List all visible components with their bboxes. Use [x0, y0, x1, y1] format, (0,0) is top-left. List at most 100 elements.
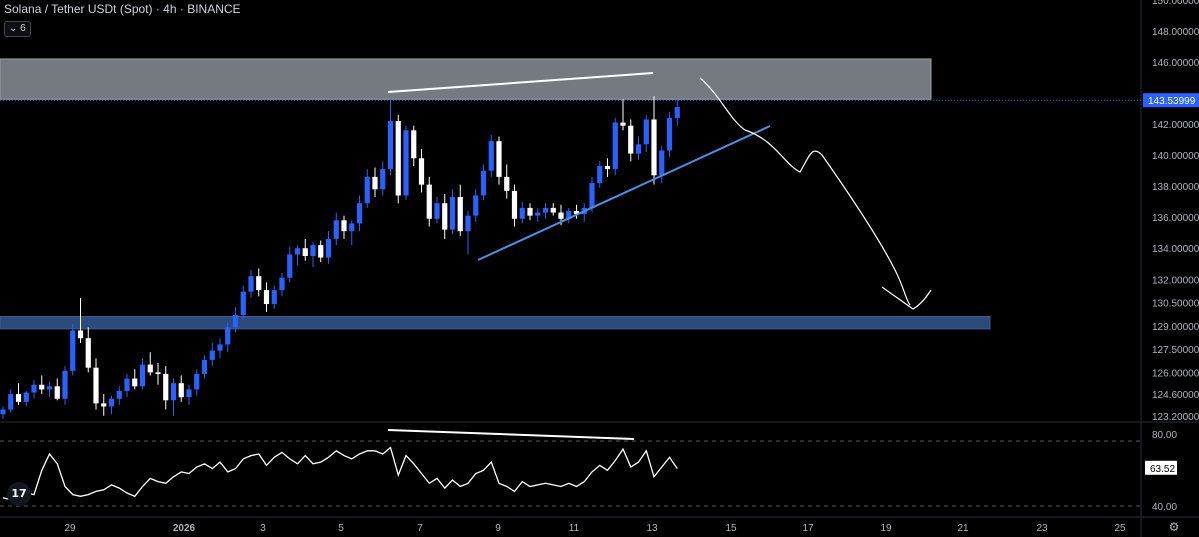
candle-body [70, 330, 76, 371]
candle-body [333, 220, 339, 239]
candle-body [426, 184, 432, 219]
candle-body [504, 176, 510, 191]
chevron-down-icon: ⌄ [9, 23, 18, 34]
candle-body [201, 359, 208, 374]
candle-body [139, 364, 146, 387]
candle-body [659, 150, 665, 176]
candle-body [612, 122, 618, 170]
candle-body [550, 207, 556, 213]
candle-body [597, 166, 603, 184]
candle-body [325, 238, 332, 258]
candle-body [457, 197, 463, 232]
price-tick-label: 134.00000 [1152, 244, 1199, 255]
candle-body [116, 390, 122, 399]
resistance-zone [0, 58, 932, 100]
candle-body [604, 166, 611, 170]
candle-body [256, 276, 262, 291]
candle-body [170, 383, 177, 401]
candle-body [108, 398, 115, 407]
candle-body [85, 338, 91, 368]
candle-body [217, 344, 223, 351]
time-axis-label: 11 [569, 523, 580, 534]
candle-body [248, 276, 254, 292]
candle-body [194, 373, 200, 390]
candle-body [635, 144, 642, 154]
candle-body [294, 248, 301, 255]
price-tick-label: 148.00000 [1152, 27, 1199, 38]
candle-body [465, 215, 471, 232]
candle-body [442, 203, 448, 230]
projection-arrowhead [881, 286, 932, 310]
candle-body [163, 373, 169, 401]
candle-body [403, 130, 409, 196]
candle-body [674, 107, 680, 118]
candle-body [488, 141, 494, 171]
candle-body [287, 254, 293, 278]
indicator-count: 6 [20, 23, 26, 34]
candle-body [232, 314, 239, 328]
candle-body [411, 130, 417, 159]
candle-body [39, 384, 45, 390]
time-axis-label: 5 [338, 523, 344, 534]
candle-body [147, 364, 153, 373]
candle-body [666, 117, 673, 151]
candle-body [240, 291, 246, 315]
rsi-level-label: 80.00 [1152, 430, 1177, 441]
tradingview-logo[interactable]: 17 [7, 482, 31, 506]
candle-body [155, 372, 161, 374]
candle-body [209, 350, 215, 360]
candle-body [15, 394, 22, 402]
candle-body [519, 207, 525, 219]
candle-body [186, 389, 192, 398]
price-tick-label: 124.60000 [1152, 390, 1199, 401]
candle-body [132, 378, 138, 387]
candle-body [651, 119, 657, 176]
gear-icon[interactable]: ⚙ [1168, 520, 1180, 534]
time-axis-label: 25 [1114, 523, 1126, 534]
projection-path [699, 77, 911, 306]
time-axis-label: 21 [957, 523, 969, 534]
candle-body [628, 125, 634, 154]
time-axis-label: 19 [880, 523, 892, 534]
candle-body [23, 392, 29, 402]
price-tick-label: 150.00000 [1152, 0, 1199, 7]
candle-body [387, 121, 394, 170]
candle-body [434, 203, 440, 219]
symbol-title: Solana / Tether USDt (Spot) · 4h · BINAN… [4, 2, 241, 16]
current-price-badge [1143, 93, 1199, 108]
candle-body [418, 158, 425, 185]
price-divergence-line [387, 72, 654, 93]
candle-body [511, 190, 518, 219]
candle-body [589, 183, 595, 208]
candle-body [279, 277, 285, 291]
candle-body [349, 223, 355, 232]
candle-body [496, 141, 502, 177]
time-axis-label: 17 [802, 523, 814, 534]
candle-body [93, 367, 99, 404]
candle-body [380, 169, 386, 190]
time-axis-label: 29 [64, 523, 76, 534]
candle-body [124, 378, 130, 391]
candle-body [178, 383, 184, 398]
indicator-toggle[interactable]: ⌄ 6 [4, 21, 31, 37]
candle-body [372, 176, 378, 190]
candle-body [341, 220, 347, 232]
candle-body [77, 330, 84, 339]
candle-body [54, 386, 60, 399]
candle-body [62, 370, 68, 399]
time-axis-label: 9 [495, 523, 501, 534]
candle-body [449, 197, 456, 230]
price-tick-label: 130.50000 [1152, 299, 1199, 310]
rsi-level-label: 40.00 [1152, 502, 1177, 513]
price-tick-label: 123.20000 [1152, 412, 1199, 423]
price-tick-label: 126.00000 [1152, 368, 1199, 379]
candle-body [558, 212, 564, 219]
candle-body [8, 394, 14, 410]
candle-body [620, 122, 626, 126]
candle-body [566, 211, 572, 219]
price-tick-label: 142.00000 [1152, 120, 1199, 131]
candle-body [643, 119, 649, 145]
candle-body [46, 386, 53, 390]
price-tick-label: 127.50000 [1152, 345, 1199, 356]
